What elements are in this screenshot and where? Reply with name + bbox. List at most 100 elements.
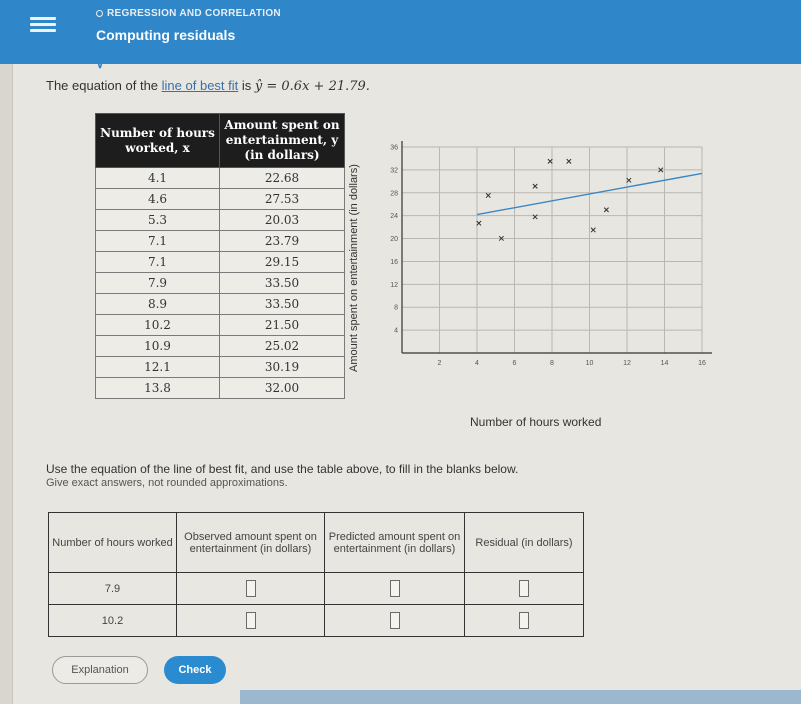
y-tick-label: 24: [390, 213, 398, 220]
table-row: 7.1 23.79: [95, 230, 345, 252]
data-point: [566, 158, 572, 164]
line-of-best-fit-link[interactable]: line of best fit: [161, 78, 239, 93]
answer-box[interactable]: [245, 612, 256, 629]
instructions-line-2: Give exact answers, not rounded approxim…: [46, 477, 288, 489]
x-tick-label: 16: [698, 360, 706, 367]
hours-cell: 7.1: [95, 251, 220, 273]
data-point: [626, 177, 632, 183]
observed-amount-input[interactable]: [176, 604, 325, 637]
amount-cell: 33.50: [219, 293, 345, 315]
topic-text: REGRESSION AND CORRELATION: [107, 8, 281, 19]
answer-header-predicted: Predicted amount spent on entertainment …: [324, 512, 465, 573]
answer-box[interactable]: [519, 612, 529, 629]
equation-middle: is: [241, 78, 252, 93]
table-row: 5.3 20.03: [95, 209, 345, 231]
amount-cell: 25.02: [219, 335, 345, 357]
answer-box[interactable]: [389, 612, 400, 629]
answer-header-residual: Residual (in dollars): [464, 512, 584, 573]
x-tick-label: 6: [513, 360, 517, 367]
observed-amount-input[interactable]: [176, 572, 325, 605]
table-row: 10.2 21.50: [95, 314, 345, 336]
data-table: Number of hours worked, x Amount spent o…: [95, 113, 345, 399]
amount-cell: 23.79: [219, 230, 345, 252]
footer-bar: [240, 690, 801, 704]
amount-cell: 30.19: [219, 356, 345, 378]
instructions-line-1: Use the equation of the line of best fit…: [46, 462, 519, 476]
y-tick-label: 28: [390, 190, 398, 197]
menu-icon[interactable]: [30, 14, 56, 36]
amount-cell: 22.68: [219, 167, 345, 189]
hours-column-header: Number of hours worked, x: [95, 113, 220, 168]
amount-cell: 27.53: [219, 188, 345, 210]
x-tick-label: 10: [586, 360, 594, 367]
table-row: 4.6 27.53: [95, 188, 345, 210]
answer-box[interactable]: [245, 580, 256, 597]
y-tick-label: 8: [394, 305, 398, 312]
hours-cell: 12.1: [95, 356, 220, 378]
data-point: [603, 207, 609, 213]
y-tick-label: 12: [390, 282, 398, 289]
y-tick-label: 4: [394, 328, 398, 335]
answer-hours-cell: 7.9: [48, 572, 177, 605]
data-point: [532, 183, 538, 189]
data-point: [547, 158, 553, 164]
topic-label: REGRESSION AND CORRELATION: [96, 8, 281, 19]
answer-box[interactable]: [389, 580, 400, 597]
x-tick-label: 8: [550, 360, 554, 367]
answer-hours-cell: 10.2: [48, 604, 177, 637]
hours-cell: 4.1: [95, 167, 220, 189]
hours-cell: 10.9: [95, 335, 220, 357]
explanation-button[interactable]: Explanation: [52, 656, 148, 684]
equation-prefix: The equation of the: [46, 78, 159, 93]
y-axis-title: Amount spent on entertainment (in dollar…: [340, 164, 372, 376]
y-tick-label: 16: [390, 259, 398, 266]
answer-header-observed: Observed amount spent on entertainment (…: [176, 512, 325, 573]
data-point: [532, 214, 538, 220]
data-point: [590, 227, 596, 233]
amount-cell: 33.50: [219, 272, 345, 294]
residual-input[interactable]: [464, 572, 584, 605]
check-button[interactable]: Check: [164, 656, 226, 684]
answer-row: 7.9: [48, 572, 584, 605]
instructions: Use the equation of the line of best fit…: [46, 462, 518, 490]
x-tick-label: 2: [438, 360, 442, 367]
data-point: [485, 192, 491, 199]
table-row: 10.9 25.02: [95, 335, 345, 357]
best-fit-line: [476, 172, 703, 216]
hours-cell: 8.9: [95, 293, 220, 315]
answer-header-hours: Number of hours worked: [48, 512, 177, 573]
hours-cell: 4.6: [95, 188, 220, 210]
topic-circle-icon: [96, 10, 103, 17]
top-bar: REGRESSION AND CORRELATION Computing res…: [0, 0, 801, 64]
hours-cell: 5.3: [95, 209, 220, 231]
amount-cell: 20.03: [219, 209, 345, 231]
y-tick-label: 20: [390, 236, 398, 243]
chevron-down-icon[interactable]: ∨: [95, 57, 105, 71]
equation-statement: The equation of the line of best fit is …: [46, 78, 370, 94]
data-point: [658, 167, 664, 173]
y-tick-label: 32: [390, 167, 398, 174]
residual-input[interactable]: [464, 604, 584, 637]
predicted-amount-input[interactable]: [324, 572, 465, 605]
y-axis-label: Amount spent on entertainment (in dollar…: [348, 164, 360, 372]
hours-cell: 10.2: [95, 314, 220, 336]
answer-box[interactable]: [519, 580, 529, 597]
table-row: 12.1 30.19: [95, 356, 345, 378]
x-tick-label: 12: [623, 360, 631, 367]
best-fit-formula: ŷ = 0.6x + 21.79.: [254, 79, 370, 94]
predicted-amount-input[interactable]: [324, 604, 465, 637]
answer-row: 10.2: [48, 604, 584, 637]
amount-cell: 32.00: [219, 377, 345, 399]
amount-cell: 21.50: [219, 314, 345, 336]
data-point: [476, 220, 482, 226]
x-axis-title: Number of hours worked: [470, 415, 602, 429]
y-tick-label: 36: [390, 145, 398, 152]
table-row: 7.1 29.15: [95, 251, 345, 273]
data-point: [498, 235, 504, 241]
hours-cell: 7.1: [95, 230, 220, 252]
table-row: 13.8 32.00: [95, 377, 345, 399]
page-title: Computing residuals: [96, 27, 236, 43]
table-row: 7.9 33.50: [95, 272, 345, 294]
table-row: 4.1 22.68: [95, 167, 345, 189]
